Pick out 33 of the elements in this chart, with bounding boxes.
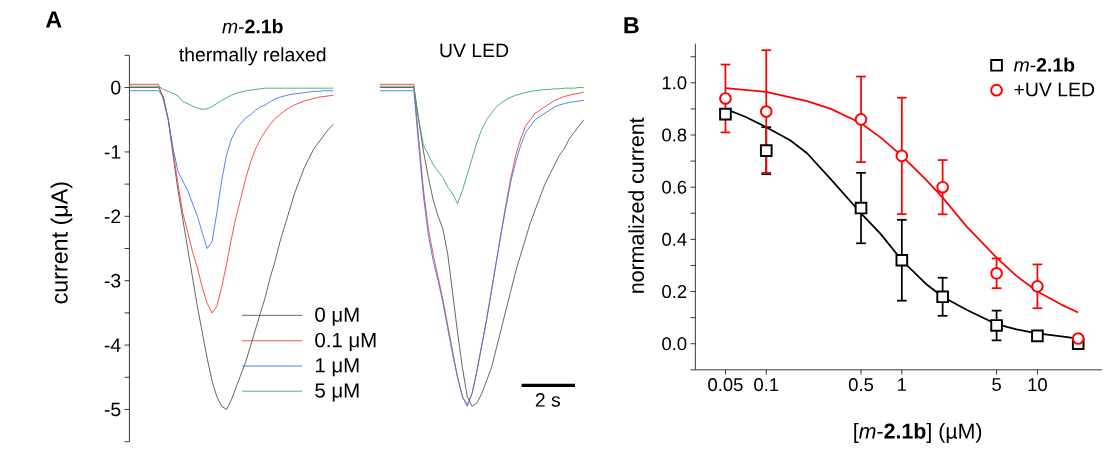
y-tick-label: 0.4 xyxy=(662,232,687,246)
y-axis-title: current (μA) xyxy=(50,182,73,304)
annotation: 2 s xyxy=(535,392,561,407)
legend-label: m-2.1b xyxy=(1013,57,1075,72)
legend-label: 1 μM xyxy=(315,358,359,377)
y-tick-label: -4 xyxy=(104,338,121,352)
chart-title: UV LED xyxy=(440,43,509,58)
x-tick-label: 0.05 xyxy=(708,377,743,391)
chart-title: m-2.1b xyxy=(222,18,283,34)
y-tick-label: 0.2 xyxy=(662,284,687,298)
legend-label: 0.1 μM xyxy=(315,332,376,351)
y-axis-title: normalized current xyxy=(628,117,644,293)
text: A xyxy=(45,11,62,28)
legend-label: +UV LED xyxy=(1014,82,1095,97)
y-tick-label: -3 xyxy=(104,273,121,288)
x-tick-label: 10 xyxy=(1028,377,1047,391)
x-tick-label: 0.5 xyxy=(848,377,874,391)
legend-label: 5 μM xyxy=(315,383,359,402)
y-tick-label: 0.0 xyxy=(662,337,687,351)
x-axis-title: [m-2.1b] (µM) xyxy=(854,422,982,443)
y-tick-label: -1 xyxy=(104,145,121,159)
y-tick-label: 0.8 xyxy=(662,128,687,142)
text: B xyxy=(624,17,639,34)
x-tick-label: 0.1 xyxy=(754,377,779,391)
chart-subtitle: thermally relaxed xyxy=(179,47,326,66)
y-tick-label: 0.6 xyxy=(662,180,687,194)
x-tick-label: 1 xyxy=(898,377,907,391)
legend-label: 0 μM xyxy=(315,307,359,326)
y-tick-label: 0 xyxy=(111,80,121,95)
y-tick-label: -2 xyxy=(104,209,121,223)
y-tick-label: -5 xyxy=(104,402,121,417)
x-tick-label: 5 xyxy=(992,377,1001,391)
y-tick-label: 1.0 xyxy=(662,76,687,90)
